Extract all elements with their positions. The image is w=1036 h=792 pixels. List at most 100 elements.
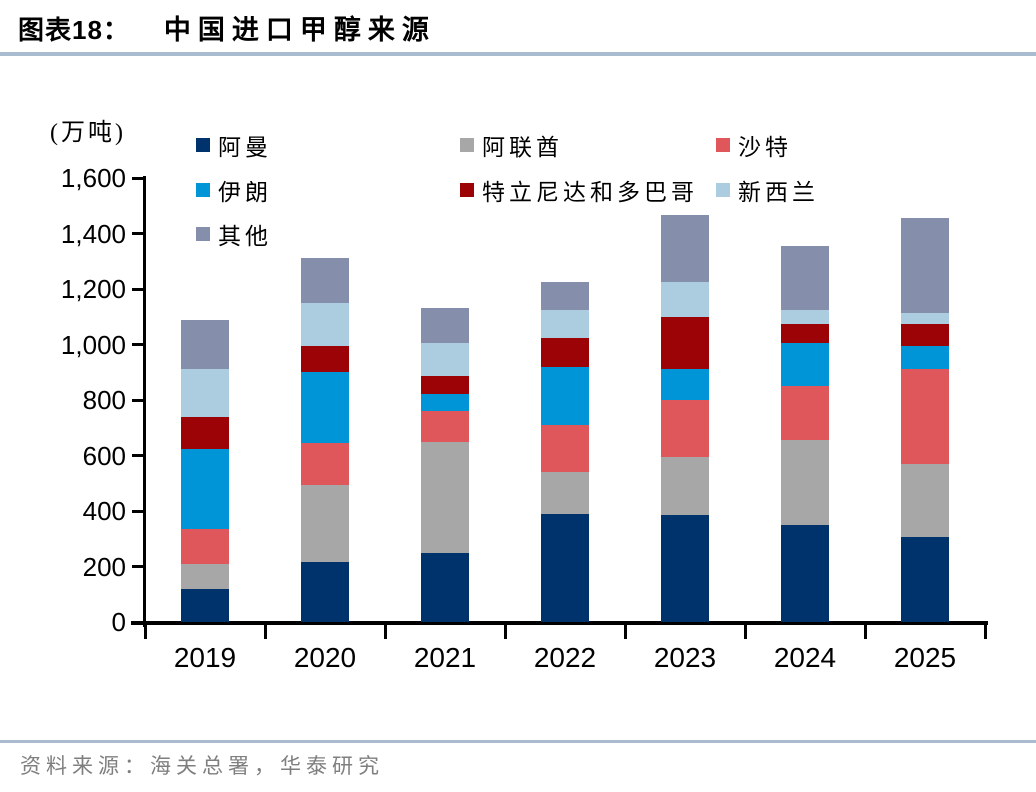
bar-segment-2021-伊朗 bbox=[421, 394, 469, 412]
y-axis-tick-label: 1,200 bbox=[60, 274, 126, 304]
bar-segment-2022-阿曼 bbox=[541, 513, 589, 622]
x-axis-label-2021: 2021 bbox=[413, 642, 477, 673]
y-axis-tick-label: 1,400 bbox=[60, 218, 126, 249]
bar-segment-2020-新西兰 bbox=[301, 302, 349, 346]
x-axis-tick bbox=[623, 624, 627, 639]
bar-segment-2024-其他 bbox=[781, 245, 829, 310]
legend-label: 特立尼达和多巴哥 bbox=[482, 180, 698, 205]
y-axis-tick bbox=[132, 287, 143, 291]
x-axis-label-2019: 2019 bbox=[173, 642, 237, 673]
x-axis-tick bbox=[503, 624, 507, 639]
bar-segment-2022-沙特 bbox=[541, 424, 589, 473]
legend-label: 其他 bbox=[218, 224, 272, 249]
bar-segment-2025-沙特 bbox=[901, 369, 949, 464]
bar-segment-2023-伊朗 bbox=[661, 369, 709, 400]
bar-segment-2024-沙特 bbox=[781, 386, 829, 441]
legend-swatch-icon bbox=[716, 183, 730, 197]
bar-segment-2024-伊朗 bbox=[781, 343, 829, 387]
title-underline-rule bbox=[0, 52, 1036, 56]
x-axis-label-2023: 2023 bbox=[653, 642, 717, 673]
y-axis-tick bbox=[132, 232, 143, 235]
y-axis-tick bbox=[132, 509, 143, 513]
legend-label: 新西兰 bbox=[738, 180, 819, 205]
bar-segment-2022-特立尼达和多巴哥 bbox=[541, 337, 589, 367]
x-axis-label-2024: 2024 bbox=[773, 642, 837, 673]
legend-item-其他: 其他 bbox=[196, 217, 272, 251]
bar-segment-2024-阿联酋 bbox=[781, 440, 829, 525]
bar-segment-2025-其他 bbox=[901, 218, 949, 313]
legend-swatch-icon bbox=[196, 227, 210, 241]
bar-segment-2021-新西兰 bbox=[421, 343, 469, 377]
legend-item-特立尼达和多巴哥: 特立尼达和多巴哥 bbox=[460, 173, 698, 207]
bar-segment-2021-其他 bbox=[421, 308, 469, 344]
bar-segment-2021-阿联酋 bbox=[421, 441, 469, 553]
legend-label: 阿曼 bbox=[218, 135, 272, 160]
x-axis-line bbox=[131, 621, 988, 625]
y-axis-unit-label: (万吨) bbox=[50, 120, 126, 146]
bar-segment-2025-阿曼 bbox=[901, 537, 949, 622]
bar-segment-2022-其他 bbox=[541, 282, 589, 310]
x-axis-label-2022: 2022 bbox=[533, 642, 597, 673]
bar-segment-2020-特立尼达和多巴哥 bbox=[301, 345, 349, 373]
bar-segment-2019-新西兰 bbox=[181, 369, 229, 417]
y-axis-tick-label: 600 bbox=[82, 440, 126, 471]
bar-segment-2023-其他 bbox=[661, 215, 709, 283]
y-axis-tick-label: 1,600 bbox=[60, 163, 126, 193]
x-axis-tick bbox=[263, 624, 267, 639]
bar-segment-2023-沙特 bbox=[661, 400, 709, 457]
y-axis-tick bbox=[132, 398, 143, 402]
bar-segment-2023-新西兰 bbox=[661, 282, 709, 317]
y-axis-tick-label: 800 bbox=[82, 385, 126, 415]
bar-segment-2025-特立尼达和多巴哥 bbox=[901, 323, 949, 346]
figure-header: 图表18： 中国进口甲醇来源 bbox=[18, 8, 436, 47]
bar-segment-2020-阿曼 bbox=[301, 562, 349, 622]
y-axis-tick bbox=[132, 176, 143, 180]
bar-segment-2019-沙特 bbox=[181, 529, 229, 564]
y-axis-tick bbox=[132, 343, 143, 346]
bar-segment-2019-阿曼 bbox=[181, 588, 229, 622]
legend-item-阿联酋: 阿联酋 bbox=[460, 128, 563, 162]
x-axis-tick bbox=[743, 624, 747, 639]
y-axis-tick-label: 400 bbox=[82, 496, 126, 526]
bar-segment-2023-特立尼达和多巴哥 bbox=[661, 316, 709, 370]
bar-segment-2022-伊朗 bbox=[541, 366, 589, 425]
bar-segment-2024-特立尼达和多巴哥 bbox=[781, 323, 829, 344]
y-axis-tick-label: 200 bbox=[82, 551, 126, 582]
bar-segment-2019-特立尼达和多巴哥 bbox=[181, 416, 229, 449]
x-axis-tick bbox=[383, 624, 387, 639]
x-axis-label-2020: 2020 bbox=[293, 642, 357, 673]
bar-segment-2020-阿联酋 bbox=[301, 484, 349, 563]
legend-swatch-icon bbox=[460, 138, 474, 152]
y-axis-tick-label: 1,000 bbox=[60, 329, 126, 360]
legend-swatch-icon bbox=[716, 138, 730, 152]
legend-item-沙特: 沙特 bbox=[716, 128, 792, 162]
bar-segment-2023-阿曼 bbox=[661, 515, 709, 622]
legend-item-伊朗: 伊朗 bbox=[196, 173, 272, 207]
bar-segment-2023-阿联酋 bbox=[661, 456, 709, 516]
bar-segment-2022-新西兰 bbox=[541, 309, 589, 338]
bar-segment-2024-新西兰 bbox=[781, 309, 829, 324]
bar-segment-2022-阿联酋 bbox=[541, 472, 589, 514]
y-axis-tick bbox=[132, 454, 143, 457]
legend-swatch-icon bbox=[460, 183, 474, 197]
bar-segment-2021-阿曼 bbox=[421, 552, 469, 622]
bar-segment-2020-其他 bbox=[301, 258, 349, 303]
x-axis-label-2025: 2025 bbox=[893, 642, 957, 673]
y-axis-tick-label: 0 bbox=[111, 607, 126, 637]
y-axis-line bbox=[143, 176, 146, 627]
legend-swatch-icon bbox=[196, 183, 210, 197]
bar-segment-2021-特立尼达和多巴哥 bbox=[421, 376, 469, 395]
bar-segment-2020-伊朗 bbox=[301, 372, 349, 443]
footer-divider-rule bbox=[0, 740, 1036, 743]
bar-segment-2019-阿联酋 bbox=[181, 563, 229, 589]
x-axis-tick bbox=[143, 624, 147, 639]
legend-swatch-icon bbox=[196, 138, 210, 152]
legend-label: 伊朗 bbox=[218, 180, 272, 205]
legend-label: 阿联酋 bbox=[482, 135, 563, 160]
y-axis-tick bbox=[132, 565, 143, 568]
x-axis-tick bbox=[983, 624, 987, 639]
bar-segment-2025-伊朗 bbox=[901, 345, 949, 370]
legend-item-新西兰: 新西兰 bbox=[716, 173, 819, 207]
x-axis-tick bbox=[863, 624, 867, 639]
